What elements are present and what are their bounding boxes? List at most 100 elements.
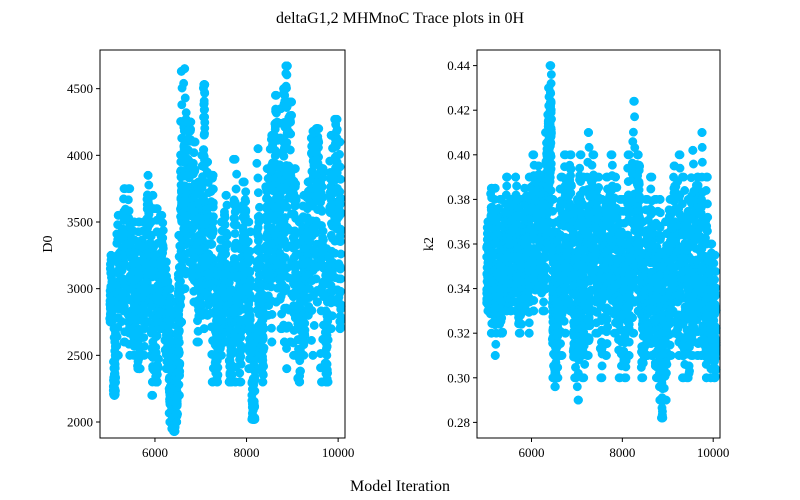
k2-point <box>624 337 634 347</box>
d0-point <box>321 359 331 368</box>
d0-point <box>241 207 251 217</box>
k2-point <box>502 181 512 191</box>
d0-point <box>335 162 345 172</box>
k2-point <box>665 351 675 360</box>
k2-point <box>575 163 585 173</box>
k2-point <box>502 172 511 182</box>
d0-point <box>335 231 345 241</box>
k2-point <box>511 172 521 182</box>
d0-point <box>200 129 209 138</box>
d0-y-axis-label: D0 <box>41 235 56 252</box>
d0-point <box>174 310 184 320</box>
d0-point <box>244 256 254 266</box>
d0-point <box>174 390 184 400</box>
k2-point <box>632 179 642 189</box>
k2-point <box>602 339 612 349</box>
d0-point <box>174 326 184 336</box>
k2-point <box>584 142 594 152</box>
k2-point <box>646 204 655 214</box>
k2-point <box>638 373 648 383</box>
d0-point <box>326 324 336 334</box>
k2-point <box>655 208 665 218</box>
k2-point <box>546 88 556 98</box>
d0-point <box>139 350 148 360</box>
d0-point <box>289 209 299 219</box>
k2-point <box>529 150 539 160</box>
d0-point <box>194 337 203 347</box>
d0-point <box>222 239 232 249</box>
d0-point <box>327 311 337 321</box>
d0-point <box>189 148 199 158</box>
d0-point <box>332 125 342 135</box>
d0-point <box>235 377 245 387</box>
d0-point <box>199 96 209 106</box>
k2-point <box>494 316 503 326</box>
d0-point <box>317 221 326 231</box>
d0-point <box>169 426 179 436</box>
d0-point <box>295 366 305 376</box>
k2-point <box>660 366 669 376</box>
d0-point <box>259 361 269 371</box>
d0-point <box>258 377 268 387</box>
k2-point <box>659 383 669 393</box>
d0-y-tick-label: 3000 <box>67 281 93 296</box>
k2-point <box>633 150 643 160</box>
d0-point <box>151 332 161 342</box>
k2-point <box>564 202 574 212</box>
d0-point <box>250 402 260 412</box>
k2-point <box>597 373 607 383</box>
d0-point <box>316 288 326 297</box>
d0-point <box>176 300 185 310</box>
k2-point <box>529 306 539 316</box>
d0-point <box>124 206 134 216</box>
k2-point <box>597 361 607 371</box>
k2-point <box>630 112 640 122</box>
d0-point <box>208 184 218 194</box>
k2-point <box>628 127 638 137</box>
k2-point <box>583 351 593 360</box>
k2-point <box>661 395 670 405</box>
k2-point <box>629 96 639 106</box>
d0-point <box>335 199 344 209</box>
d0-point <box>207 231 217 241</box>
d0-point <box>235 368 245 378</box>
d0-point <box>320 347 330 357</box>
d0-point <box>222 228 231 238</box>
d0-point <box>282 61 292 71</box>
k2-point <box>546 79 556 88</box>
k2-point <box>607 160 617 170</box>
k2-point <box>553 373 563 383</box>
k2-point <box>612 183 622 192</box>
k2-point <box>561 328 571 338</box>
d0-point <box>322 377 332 387</box>
k2-point <box>524 328 534 338</box>
k2-point <box>592 172 602 182</box>
d0-point <box>289 176 299 186</box>
k2-point <box>546 70 556 79</box>
d0-point <box>110 376 120 386</box>
figure-xlabel: Model Iteration <box>350 478 450 495</box>
figure-title: deltaG1,2 MHMnoC Trace plots in 0H <box>276 10 524 27</box>
d0-point <box>165 284 175 294</box>
d0-point <box>230 154 240 164</box>
d0-point <box>179 78 189 88</box>
k2-point <box>655 235 665 244</box>
k2-point <box>594 183 604 192</box>
k2-point <box>556 339 565 349</box>
k2-point <box>524 318 534 328</box>
k2-point <box>553 362 563 372</box>
d0-point <box>335 149 344 159</box>
d0-point <box>245 275 255 285</box>
d0-point <box>144 180 154 190</box>
d0-point <box>279 151 289 161</box>
d0-point <box>176 317 186 327</box>
d0-point <box>189 137 199 147</box>
k2-point <box>538 306 548 316</box>
d0-point <box>285 97 295 107</box>
d0-point <box>118 290 128 299</box>
d0-point <box>336 249 346 259</box>
k2-point <box>629 328 639 338</box>
d0-y-tick-label: 4000 <box>67 148 93 163</box>
